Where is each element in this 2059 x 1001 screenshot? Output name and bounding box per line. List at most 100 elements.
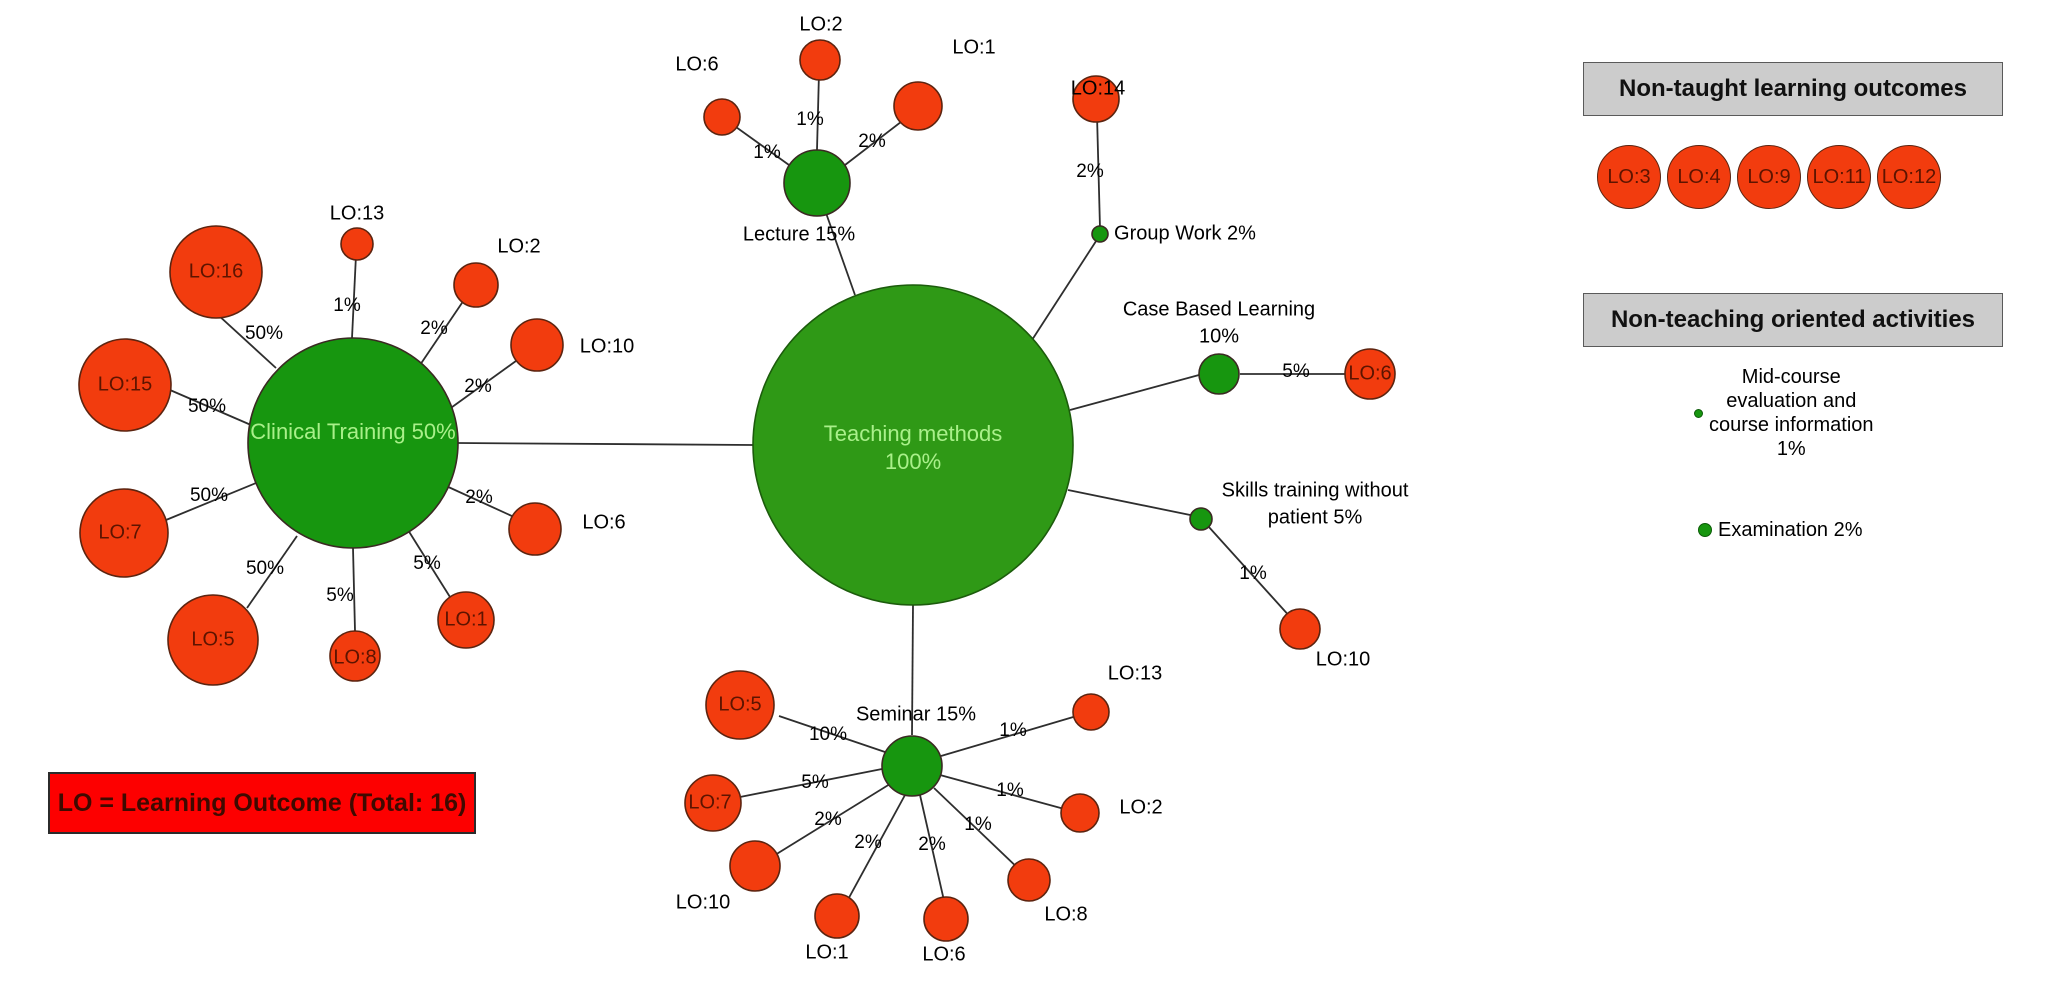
pct-ct-lo6: 2% [465,487,493,508]
edge-gw-lo14 [1096,114,1101,229]
pct-ct-lo2: 2% [420,318,448,339]
non-taught-lo-chip[interactable]: LO:11 [1807,145,1871,209]
pct-lec-lo1: 2% [858,131,886,152]
node-lo-sem-1[interactable] [814,893,860,939]
edge-ct-lo6 [443,484,526,523]
node-teaching-methods[interactable] [752,284,1074,606]
label-lo-ct-10: LO:10 [579,335,635,358]
node-lo-ct-16[interactable] [169,225,263,319]
pct-ct-lo7: 50% [189,485,229,506]
label-lo-sem-7: LO:7 [688,791,732,814]
edge-ct-lo8 [352,547,356,632]
node-lo-sem-5[interactable] [705,670,775,740]
label-skills-training-line2: patient 5% [1267,506,1363,529]
node-skills-training[interactable] [1189,507,1213,531]
pct-sem-lo10: 2% [814,809,842,830]
edge-ct-lo2 [419,296,467,366]
edge-lec-lo6 [728,121,790,166]
node-lo-sem-6[interactable] [923,896,969,942]
label-lo-sem-13: LO:13 [1107,662,1163,685]
node-lo-gw-14[interactable] [1072,75,1120,123]
node-lo-ct-2[interactable] [453,262,499,308]
label-clinical-training: Clinical Training 50% [250,419,456,444]
node-lecture[interactable] [783,149,851,217]
node-lo-sem-8[interactable] [1007,858,1051,902]
edge-ct-lo10 [447,352,528,411]
label-lo-lec-1: LO:1 [952,36,996,59]
pct-sem-lo2: 1% [996,780,1024,801]
node-lo-sem-13[interactable] [1072,693,1110,731]
node-lo-ct-1[interactable] [437,591,495,649]
node-case-based-learning[interactable] [1198,353,1240,395]
edge-sem-lo6 [919,794,946,906]
pct-ct-lo1: 5% [413,553,441,574]
node-lo-lec-1[interactable] [893,81,943,131]
label-case-based-learning-line1: Case Based Learning [1122,298,1316,321]
label-lo-sem-1: LO:1 [805,941,849,964]
pct-sk-lo10: 1% [1239,563,1267,584]
non-taught-lo-chip[interactable]: LO:9 [1737,145,1801,209]
legend-learning-outcome-total: LO = Learning Outcome (Total: 16) [48,772,476,834]
seminar-edges [739,714,1081,906]
label-skills-training-line1: Skills training without [1221,479,1409,502]
clinical-training-edges [165,254,528,632]
label-lo-ct-1: LO:1 [444,608,488,631]
pct-ct-lo10: 2% [464,376,492,397]
edge-sem-lo7 [739,768,883,798]
label-lo-cbl-6: LO:6 [1348,362,1392,385]
edge-root-case-based-learning [1069,374,1200,411]
node-lo-ct-6[interactable] [508,502,562,556]
pct-sem-lo7: 5% [801,772,829,793]
non-teaching-activity-mid-course[interactable]: Mid-course evaluation and course informa… [1694,365,1874,461]
edge-ct-lo15 [169,389,252,426]
non-taught-lo-chip[interactable]: LO:12 [1877,145,1941,209]
node-clinical-training[interactable] [247,337,459,549]
label-lo-ct-5: LO:5 [191,628,235,651]
non-teaching-activity-examination[interactable]: Examination 2% [1698,518,1863,542]
node-lo-lec-6[interactable] [703,98,741,136]
node-lo-sem-7[interactable] [684,774,742,832]
label-lo-lec-2: LO:2 [799,13,843,36]
edge-ct-lo1 [407,529,456,606]
root-edges [457,212,1201,736]
non-taught-lo-chip[interactable]: LO:4 [1667,145,1731,209]
label-lo-sem-8: LO:8 [1044,903,1088,926]
label-lo-ct-16: LO:16 [188,260,244,283]
pct-ct-lo5: 50% [245,558,285,579]
label-lo-ct-2: LO:2 [497,235,541,258]
edge-ct-lo13 [351,254,357,339]
pct-ct-lo8: 5% [326,585,354,606]
node-lo-sem-2[interactable] [1060,793,1100,833]
label-case-based-learning-line2: 10% [1198,325,1240,348]
node-lo-ct-5[interactable] [167,594,259,686]
node-lo-sem-10[interactable] [729,840,781,892]
label-lo-ct-6: LO:6 [582,511,626,534]
label-lo-sk-10: LO:10 [1315,648,1371,671]
edge-root-clinical-training [457,442,754,446]
node-lo-ct-15[interactable] [78,338,172,432]
label-lo-ct-8: LO:8 [333,646,377,669]
node-lo-ct-7[interactable] [79,488,169,578]
label-lecture: Lecture 15% [742,223,856,246]
node-lo-ct-10[interactable] [510,318,564,372]
node-seminar[interactable] [881,735,943,797]
edge-sem-lo2 [939,774,1069,811]
label-lo-ct-13: LO:13 [329,202,385,225]
node-lo-sk-10[interactable] [1279,608,1321,650]
group-work-edges [1096,114,1101,229]
label-lo-sem-2: LO:2 [1119,796,1163,819]
pct-gw-lo14: 2% [1076,161,1104,182]
edge-ct-lo5 [246,535,298,609]
label-teaching-methods-line1: Teaching methods [823,421,1003,446]
activity-label: Mid-course evaluation and course informa… [1709,366,1874,460]
node-lo-ct-13[interactable] [340,227,374,261]
node-lo-cbl-6[interactable] [1344,348,1396,400]
pct-lec-lo6: 1% [753,142,781,163]
node-lo-lec-2[interactable] [799,39,841,81]
non-taught-lo-chip[interactable]: LO:3 [1597,145,1661,209]
node-lo-ct-8[interactable] [329,630,381,682]
label-lo-gw-14: LO:14 [1070,77,1126,100]
node-group-work[interactable] [1091,225,1109,243]
